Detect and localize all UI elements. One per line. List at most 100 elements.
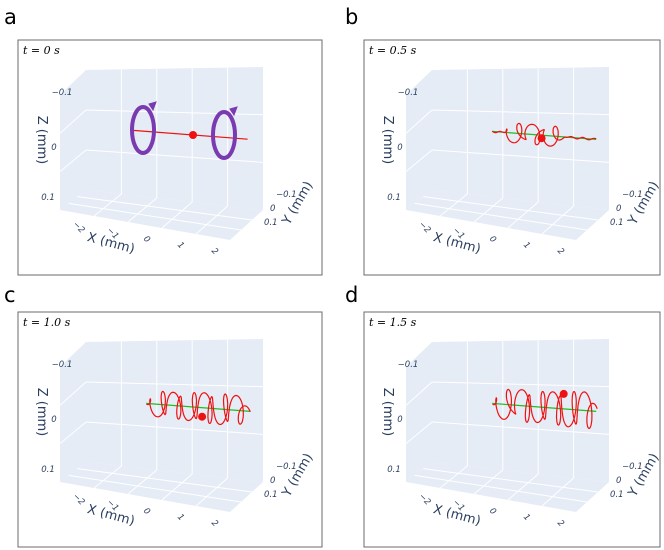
grid-line bbox=[85, 421, 264, 435]
panel-letter: d bbox=[345, 283, 358, 307]
z-axis-title: Z (mm) bbox=[380, 116, 395, 165]
time-label: t = 1.0 s bbox=[23, 316, 71, 329]
z-tick-label: −0.1 bbox=[52, 88, 73, 98]
grid-line bbox=[85, 149, 264, 163]
y-tick-label: 0.1 bbox=[610, 490, 624, 500]
grid-line bbox=[68, 474, 242, 503]
panel-c: ct = 1.0 s−0.100.1−2 −1 012−0.100.1Z (mm)X… bbox=[4, 283, 323, 548]
y-tick-label: −0.1 bbox=[622, 462, 643, 472]
grid-line bbox=[127, 469, 158, 495]
z-tick-label: −0.1 bbox=[398, 88, 419, 98]
panel-a: at = 0 s−0.100.1−2 −1 012−0.100.1Z (mm)X (… bbox=[4, 5, 323, 276]
grid-line bbox=[93, 193, 122, 217]
z-tick-label: 0 bbox=[51, 415, 56, 425]
x-tick-label: 1 bbox=[521, 512, 532, 523]
rotation-arrow-ring bbox=[211, 110, 237, 160]
y-tick-label: 0 bbox=[616, 204, 621, 214]
grid-line bbox=[161, 201, 193, 229]
y-tick-label: 0 bbox=[616, 476, 621, 486]
panel-letter: a bbox=[4, 5, 17, 29]
z-axis-title: Z (mm) bbox=[34, 388, 49, 437]
z-axis-title: Z (mm) bbox=[34, 116, 49, 165]
y-tick-label: 0.1 bbox=[264, 218, 278, 228]
back-wall bbox=[432, 339, 609, 482]
grid-line bbox=[423, 196, 599, 221]
grid-line bbox=[59, 421, 87, 445]
grid-line bbox=[405, 149, 433, 173]
grid-line bbox=[77, 468, 253, 493]
position-marker bbox=[198, 412, 207, 421]
grid-line bbox=[68, 202, 242, 231]
grid-line bbox=[423, 468, 599, 493]
rotation-arrowhead bbox=[229, 106, 238, 117]
grid-line bbox=[59, 381, 87, 406]
grid-line bbox=[414, 202, 588, 231]
grid-line bbox=[59, 149, 87, 173]
y-tick-label: 0.1 bbox=[610, 218, 624, 228]
left-wall bbox=[60, 342, 86, 482]
grid-line bbox=[59, 109, 87, 134]
back-wall bbox=[432, 67, 609, 210]
grid-line bbox=[431, 381, 610, 388]
grid-line bbox=[431, 421, 610, 435]
x-tick-label: 2 bbox=[555, 246, 566, 257]
panel-letter: c bbox=[4, 283, 16, 307]
y-tick-label: −0.1 bbox=[276, 190, 297, 200]
trajectory-line bbox=[491, 122, 597, 147]
grid-line bbox=[195, 205, 228, 235]
position-marker bbox=[559, 389, 568, 398]
z-tick-label: 0.1 bbox=[387, 193, 401, 203]
z-tick-label: 0.1 bbox=[41, 465, 55, 475]
grid-line bbox=[541, 205, 574, 235]
trajectory-line bbox=[146, 390, 251, 426]
y-tick-label: −0.1 bbox=[622, 190, 643, 200]
left-wall bbox=[406, 70, 432, 210]
x-tick-label: 2 bbox=[209, 518, 220, 529]
grid-line bbox=[414, 474, 588, 503]
y-tick-label: 0.1 bbox=[264, 490, 278, 500]
y-tick-label: 0 bbox=[270, 476, 275, 486]
grid-line bbox=[439, 193, 468, 217]
position-marker bbox=[189, 131, 197, 139]
z-tick-label: −0.1 bbox=[52, 360, 73, 370]
position-marker bbox=[537, 134, 546, 143]
time-label: t = 0.5 s bbox=[369, 44, 417, 57]
time-label: t = 1.5 s bbox=[369, 316, 417, 329]
panel-b: bt = 0.5 s−0.100.1−2 −1 012−0.100.1Z (mm)X… bbox=[345, 5, 662, 276]
y-tick-label: −0.1 bbox=[276, 462, 297, 472]
grid-line bbox=[439, 465, 468, 489]
back-wall bbox=[86, 67, 263, 210]
left-wall bbox=[60, 70, 86, 210]
grid-line bbox=[161, 473, 193, 501]
grid-line bbox=[473, 197, 504, 223]
x-tick-label: 0 bbox=[141, 506, 152, 517]
z-tick-label: 0 bbox=[51, 143, 56, 153]
grid-line bbox=[127, 197, 158, 223]
x-tick-label: 2 bbox=[209, 246, 220, 257]
back-wall bbox=[86, 339, 263, 482]
grid-line bbox=[431, 109, 610, 116]
panel-d: dt = 1.5 s−0.100.1−2 −1 012−0.100.1Z (mm)X… bbox=[345, 283, 662, 548]
z-tick-label: −0.1 bbox=[398, 360, 419, 370]
grid-line bbox=[405, 109, 433, 134]
x-tick-label: 1 bbox=[175, 240, 186, 251]
panel-letter: b bbox=[345, 5, 358, 29]
grid-line bbox=[85, 381, 264, 388]
grid-line bbox=[195, 477, 228, 507]
left-wall bbox=[406, 342, 432, 482]
x-tick-label: 1 bbox=[175, 512, 186, 523]
x-tick-label: 2 bbox=[555, 518, 566, 529]
grid-line bbox=[431, 149, 610, 163]
grid-line bbox=[405, 381, 433, 406]
rotation-arrow-ring bbox=[130, 105, 156, 155]
x-tick-label: 0 bbox=[487, 234, 498, 245]
grid-line bbox=[507, 473, 539, 501]
z-tick-label: 0 bbox=[397, 143, 402, 153]
grid-line bbox=[77, 196, 253, 221]
grid-line bbox=[473, 469, 504, 495]
x-tick-label: 1 bbox=[521, 240, 532, 251]
z-tick-label: 0 bbox=[397, 415, 402, 425]
x-tick-label: 0 bbox=[141, 234, 152, 245]
grid-line bbox=[507, 201, 539, 229]
